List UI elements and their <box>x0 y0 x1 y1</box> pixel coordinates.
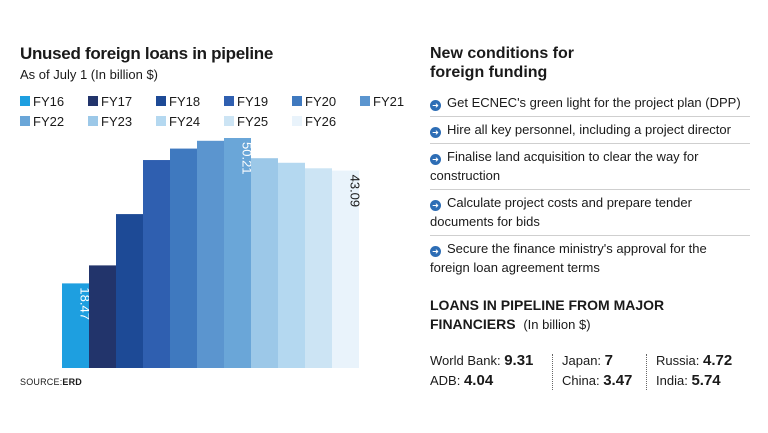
condition-text: Finalise land acquisition to clear the w… <box>430 149 699 183</box>
arrow-circle-icon: ➜ <box>430 200 441 211</box>
bar-fy24 <box>278 162 305 368</box>
conditions-title-line2: foreign funding <box>430 64 548 81</box>
legend-item-fy22: FY22 <box>20 112 64 130</box>
legend-swatch <box>88 116 98 126</box>
legend-swatch <box>20 96 30 106</box>
loan-value: 4.72 <box>702 352 733 369</box>
conditions-list: ➜ Get ECNEC's green light for the project… <box>430 90 750 281</box>
legend-item-fy20: FY20 <box>292 92 336 110</box>
loan-value: 5.74 <box>691 372 721 389</box>
condition-text: Secure the finance ministry's approval f… <box>430 241 707 275</box>
legend-label: FY21 <box>373 93 405 109</box>
legend-label: FY19 <box>237 93 269 109</box>
chart-title: Unused foreign loans in pipeline <box>20 44 273 63</box>
bar-fy23 <box>251 158 278 368</box>
source-prefix: SOURCE: <box>20 377 63 387</box>
legend-label: FY17 <box>101 93 133 109</box>
bar-value-label: 18.47 <box>78 287 93 320</box>
legend-swatch <box>224 116 234 126</box>
conditions-title-line1: New conditions for <box>430 45 574 62</box>
condition-text: Calculate project costs and prepare tend… <box>430 195 692 229</box>
legend-item-fy25: FY25 <box>224 112 268 130</box>
bar-value-label: 43.09 <box>348 175 363 208</box>
legend-label: FY16 <box>33 93 65 109</box>
legend-swatch <box>156 116 166 126</box>
bar-fy17 <box>89 265 116 368</box>
legend-swatch <box>360 96 370 106</box>
source-note: SOURCE:ERD <box>20 377 82 387</box>
loans-unit: (In billion $) <box>523 317 591 332</box>
legend-swatch <box>156 96 166 106</box>
condition-item: ➜ Finalise land acquisition to clear the … <box>430 144 750 190</box>
condition-text: Hire all key personnel, including a proj… <box>447 122 731 137</box>
chart-subtitle: As of July 1 (In billion $) <box>20 67 159 82</box>
loans-title-line1: LOANS IN PIPELINE FROM MAJOR <box>430 297 665 313</box>
bar-chart: 18.47 50.21 43.09 <box>62 138 363 368</box>
arrow-circle-icon: ➜ <box>430 127 441 138</box>
arrow-circle-icon: ➜ <box>430 100 441 111</box>
legend-item-fy21: FY21 <box>360 92 404 110</box>
legend-item-fy19: FY19 <box>224 92 268 110</box>
legend-item-fy24: FY24 <box>156 112 200 130</box>
legend-item-fy16: FY16 <box>20 92 64 110</box>
condition-item: ➜ Secure the finance ministry's approval … <box>430 236 750 281</box>
bar-fy18 <box>116 214 143 368</box>
bar-fy16 <box>62 283 89 368</box>
legend-label: FY24 <box>169 113 201 129</box>
legend-swatch <box>292 96 302 106</box>
legend-item-fy23: FY23 <box>88 112 132 130</box>
loans-title: LOANS IN PIPELINE FROM MAJOR FINANCIERS … <box>430 296 760 334</box>
legend-label: FY18 <box>169 93 201 109</box>
legend-item-fy26: FY26 <box>292 112 336 130</box>
loan-india: India: 5.74 <box>656 372 721 389</box>
bar-fy25 <box>305 168 332 368</box>
loan-value: 9.31 <box>504 352 534 369</box>
loan-value: 3.47 <box>603 372 633 389</box>
legend-item-fy17: FY17 <box>88 92 132 110</box>
loan-name: ADB: <box>430 373 461 388</box>
legend-swatch <box>88 96 98 106</box>
bar-fy19 <box>143 160 170 368</box>
loans-grid: World Bank: 9.31 ADB: 4.04 Japan: 7 Chin… <box>430 352 760 392</box>
condition-text: Get ECNEC's green light for the project … <box>447 95 741 110</box>
legend-swatch <box>224 96 234 106</box>
bar-fy26 <box>332 170 359 368</box>
arrow-circle-icon: ➜ <box>430 246 441 257</box>
loan-name: World Bank: <box>430 353 501 368</box>
legend-label: FY22 <box>33 113 65 129</box>
loan-china: China: 3.47 <box>562 372 632 389</box>
loan-name: India: <box>656 373 688 388</box>
conditions-title: New conditions for foreign funding <box>430 44 574 82</box>
legend-label: FY23 <box>101 113 133 129</box>
bar-fy21 <box>197 140 224 368</box>
condition-item: ➜ Get ECNEC's green light for the project… <box>430 90 750 117</box>
legend-swatch <box>292 116 302 126</box>
legend-label: FY20 <box>305 93 337 109</box>
bar-fy22 <box>224 138 251 368</box>
loan-value: 7 <box>604 352 614 369</box>
loan-name: China: <box>562 373 600 388</box>
condition-item: ➜ Hire all key personnel, including a pro… <box>430 117 750 144</box>
loan-russia: Russia: 4.72 <box>656 352 732 369</box>
loan-value: 4.04 <box>463 372 494 389</box>
bar-value-label: 50.21 <box>240 142 255 175</box>
source-name: ERD <box>62 377 83 387</box>
loans-divider <box>552 354 553 390</box>
loan-name: Russia: <box>656 353 700 368</box>
legend-item-fy18: FY18 <box>156 92 200 110</box>
loan-adb: ADB: 4.04 <box>430 372 493 389</box>
loans-title-line2: FINANCIERS <box>430 316 516 332</box>
loans-divider <box>646 354 647 390</box>
loan-japan: Japan: 7 <box>562 352 613 369</box>
legend-swatch <box>20 116 30 126</box>
loan-name: Japan: <box>562 353 602 368</box>
legend-label: FY26 <box>305 113 337 129</box>
bar-fy20 <box>170 148 197 368</box>
loan-world-bank: World Bank: 9.31 <box>430 352 533 369</box>
legend-label: FY25 <box>237 113 269 129</box>
arrow-circle-icon: ➜ <box>430 154 441 165</box>
condition-item: ➜ Calculate project costs and prepare ten… <box>430 190 750 236</box>
